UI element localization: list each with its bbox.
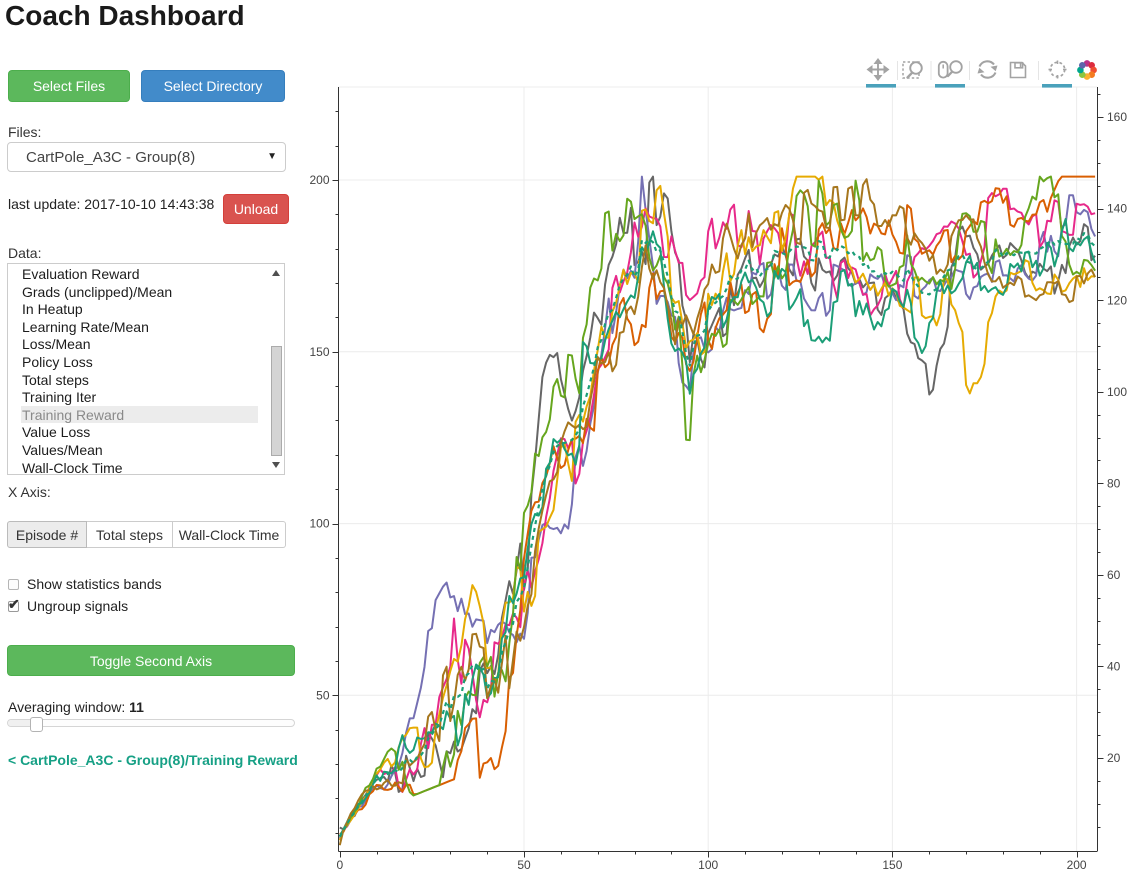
svg-text:200: 200	[1067, 858, 1087, 872]
svg-text:100: 100	[1107, 385, 1127, 399]
svg-text:100: 100	[309, 517, 329, 531]
svg-text:200: 200	[309, 173, 329, 187]
svg-text:60: 60	[1107, 568, 1121, 582]
svg-text:160: 160	[1107, 110, 1127, 124]
svg-text:80: 80	[1107, 476, 1121, 490]
svg-text:20: 20	[1107, 751, 1121, 765]
svg-text:150: 150	[309, 345, 329, 359]
svg-text:50: 50	[517, 858, 531, 872]
svg-text:0: 0	[336, 858, 343, 872]
svg-text:100: 100	[698, 858, 718, 872]
svg-text:40: 40	[1107, 660, 1121, 674]
svg-text:50: 50	[316, 688, 330, 702]
svg-text:120: 120	[1107, 293, 1127, 307]
svg-text:140: 140	[1107, 202, 1127, 216]
svg-text:150: 150	[882, 858, 902, 872]
